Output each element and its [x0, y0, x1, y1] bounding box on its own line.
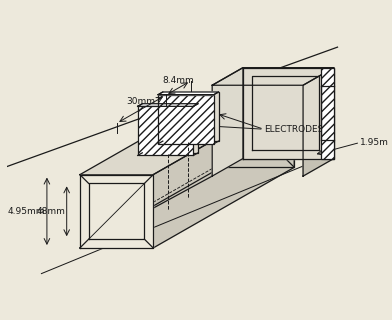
Text: ELECTRODES: ELECTRODES — [264, 125, 323, 134]
Polygon shape — [138, 104, 198, 106]
Polygon shape — [158, 95, 214, 144]
Text: 30mm: 30mm — [127, 97, 156, 107]
Polygon shape — [212, 68, 334, 85]
Text: 1.95m: 1.95m — [360, 138, 389, 147]
Polygon shape — [142, 104, 198, 153]
Polygon shape — [212, 68, 243, 176]
Polygon shape — [321, 68, 334, 158]
Polygon shape — [138, 106, 193, 156]
Polygon shape — [163, 92, 218, 141]
Text: 4.95mm: 4.95mm — [7, 207, 45, 216]
Polygon shape — [80, 94, 294, 175]
Polygon shape — [303, 68, 334, 176]
Polygon shape — [243, 68, 334, 158]
Polygon shape — [80, 175, 153, 248]
Text: 48mm: 48mm — [36, 207, 65, 216]
Polygon shape — [153, 94, 294, 248]
Text: 8.4mm: 8.4mm — [162, 76, 194, 85]
Polygon shape — [158, 92, 218, 95]
